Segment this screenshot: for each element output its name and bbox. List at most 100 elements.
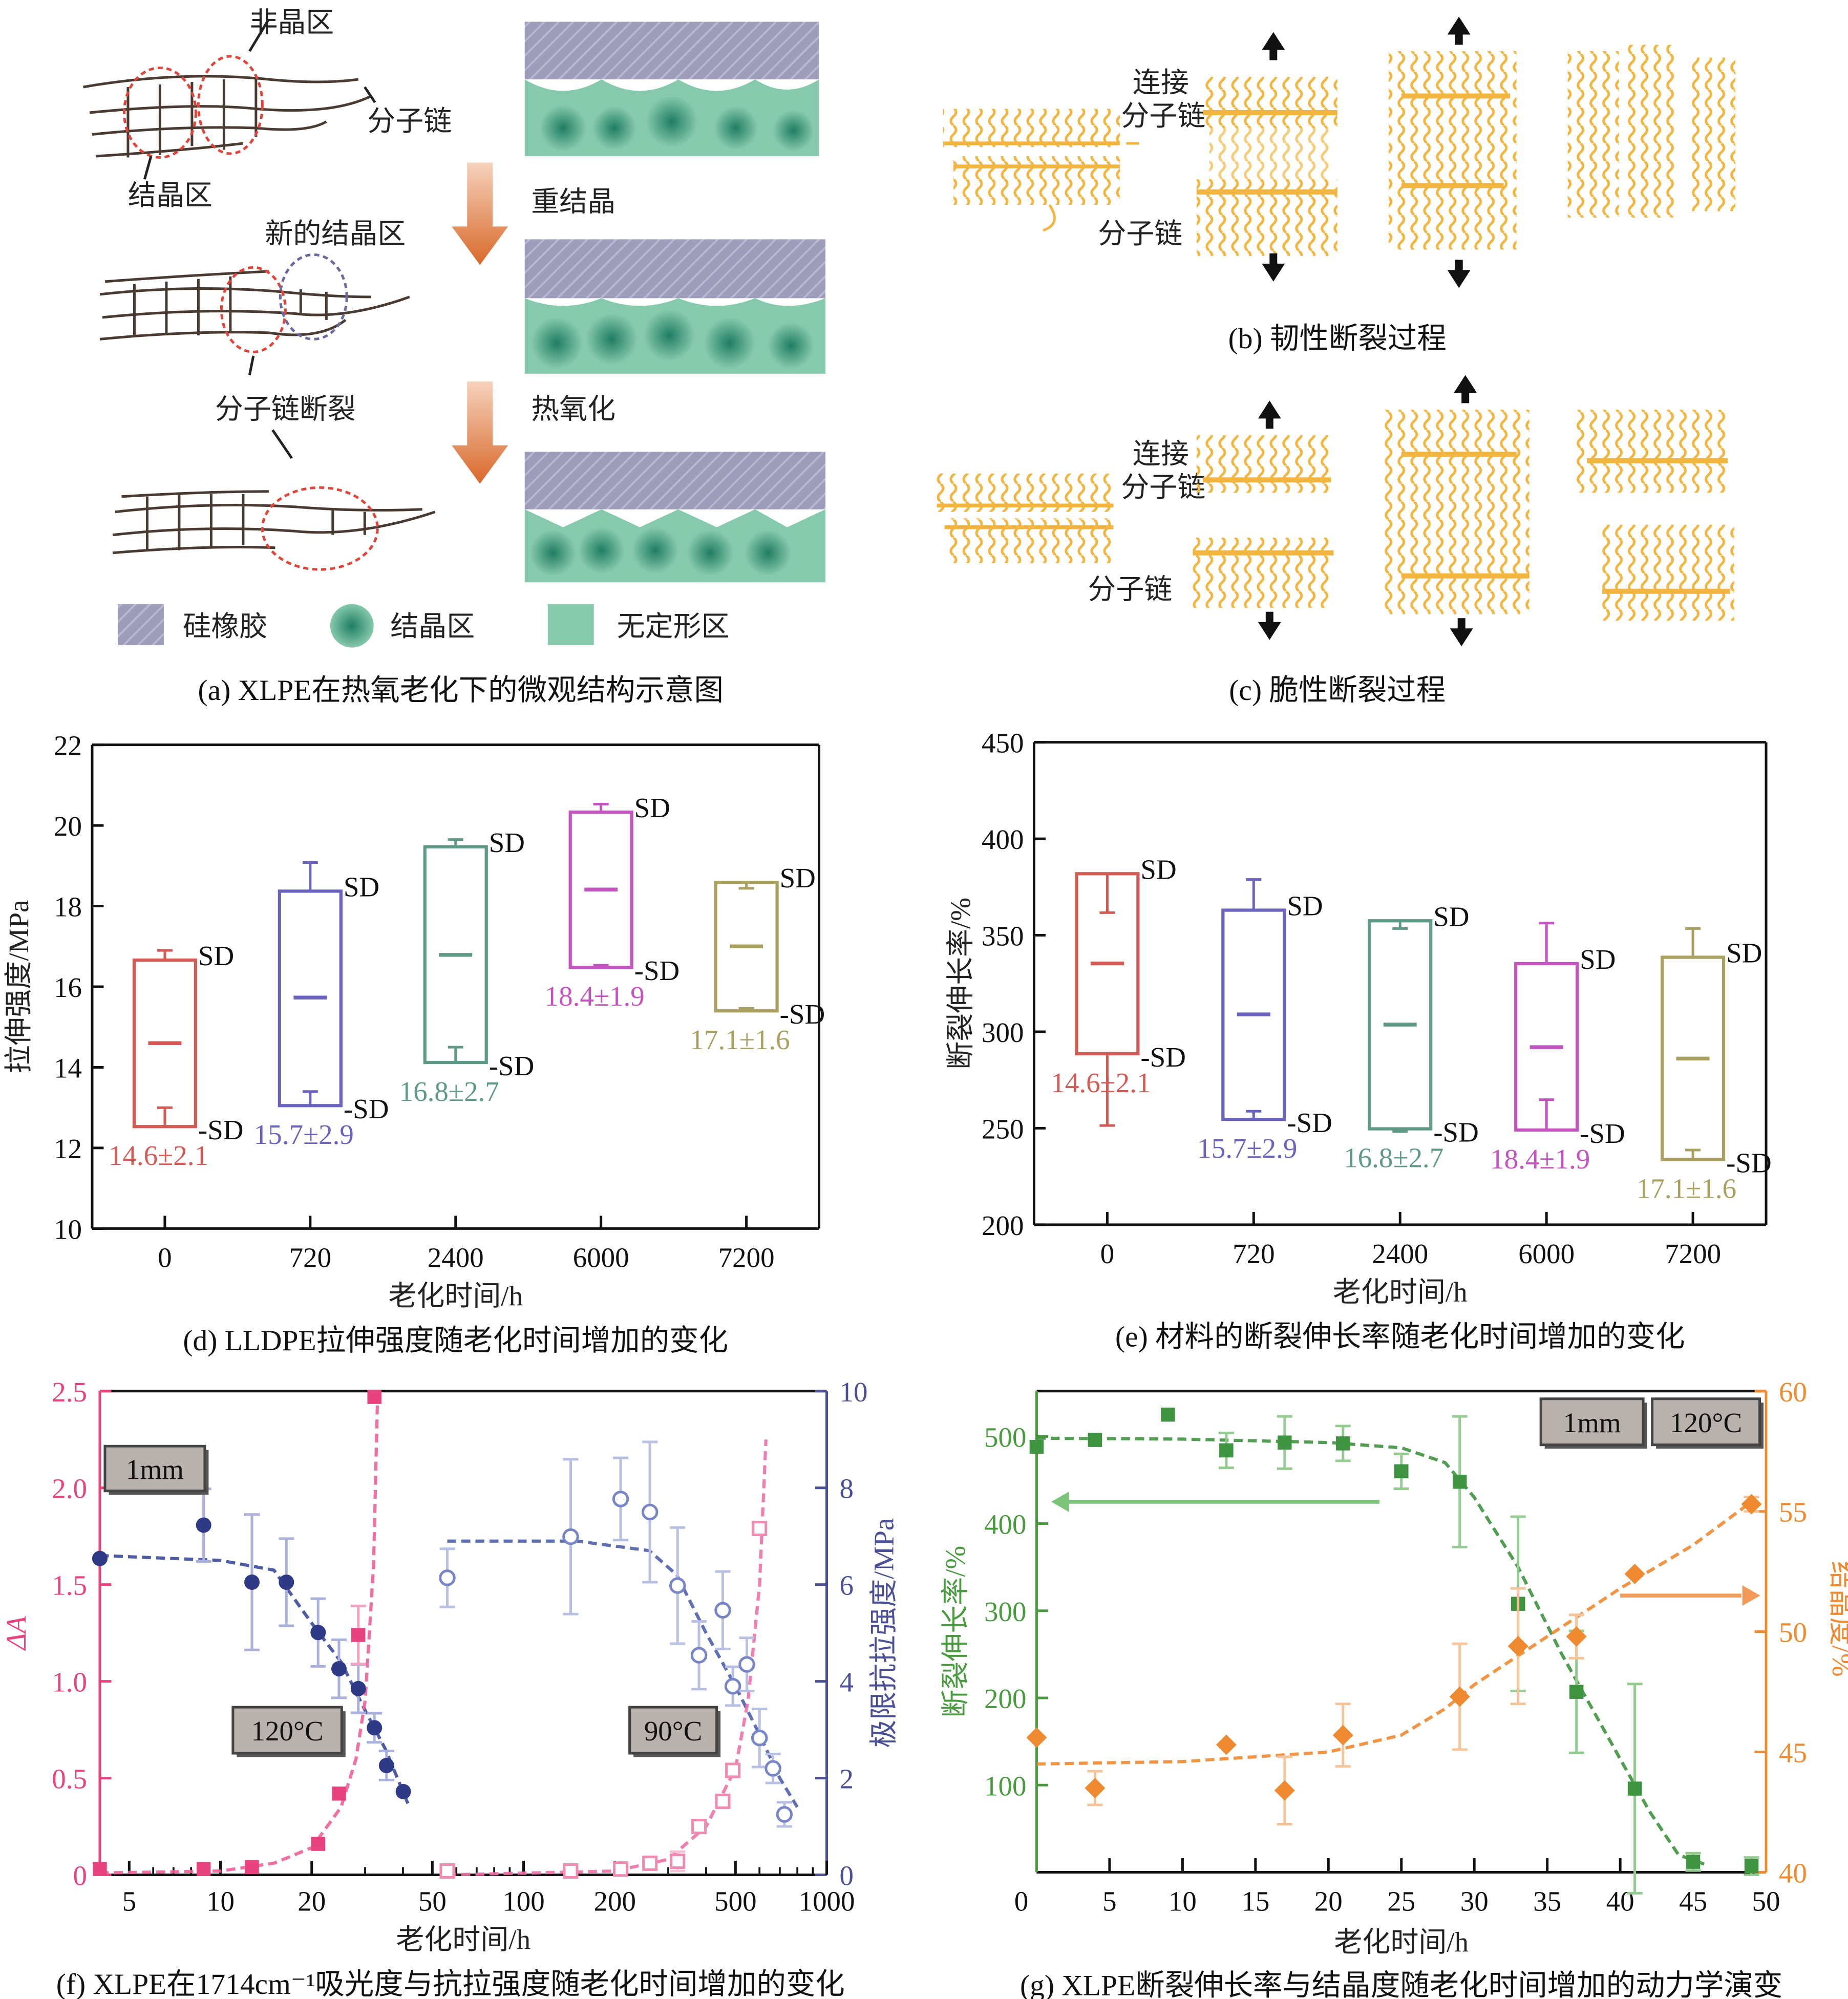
arrow-down-icon [1262,253,1285,282]
chain-diagram-3 [112,486,436,571]
y-right-tick-label: 60 [1779,1376,1807,1408]
y-tick-label: 12 [54,1133,82,1164]
x-tick-label: 15 [1241,1886,1269,1917]
y-tick-label: 10 [54,1214,82,1245]
panel-a-schematic: 非晶区 分子链 结晶区 新的结晶区 分子链断裂 [83,7,826,707]
fragment [1628,45,1680,218]
x-tick-label: 0 [1014,1886,1028,1917]
arrow-left-icon-head [1051,1492,1069,1512]
x-tick-label: 200 [594,1886,636,1917]
data-point [714,1602,731,1619]
lamella [1209,127,1331,179]
x-axis-title: 老化时间/h [1333,1277,1468,1308]
sd-lower-label: -SD [634,955,680,986]
data-point [439,1569,456,1586]
y-tick-label: 20 [54,811,82,842]
data-point [563,1863,579,1879]
caption-a: (a) XLPE在热氧老化下的微观结构示意图 [198,674,724,707]
y-right-tick-label: 40 [1779,1858,1807,1889]
x-tick-label: 20 [1314,1886,1343,1917]
x-tick-label: 7200 [1665,1238,1721,1269]
amorphous-region-circle [197,55,264,155]
data-point [1161,1408,1175,1422]
data-point [764,1760,781,1777]
y-tick-label: 14 [54,1052,82,1083]
y-tick-label: 22 [54,730,82,761]
sd-lower-label: -SD [1287,1107,1332,1138]
x-tick-label: 10 [1169,1886,1197,1917]
y-right-tick-label: 10 [840,1376,868,1408]
arrow-down-icon [452,381,508,484]
y-left-tick-label: 2.5 [52,1376,87,1408]
chart-d-tensile-strength: 10 12 14 16 18 20 22 0 720 2400 6000 7200 老化时间/h 拉伸强度… [3,730,825,1357]
value-label: 17.1±1.6 [1637,1173,1736,1204]
data-point [562,1528,579,1545]
data-point [1741,1494,1762,1515]
data-point [669,1577,686,1594]
series [93,1390,381,1876]
value-label: 14.6±2.1 [1051,1067,1151,1098]
sd-lower-label: -SD [1140,1041,1186,1073]
label-chain-scission: 分子链断裂 [215,393,356,424]
x-tick-label: 720 [289,1242,331,1273]
x-tick-label: 500 [714,1886,756,1917]
data-point [310,1625,326,1641]
x-axis-title: 老化时间/h [388,1280,523,1311]
x-tick-label: 2400 [428,1242,484,1273]
caption: (f) XLPE在1714cm⁻¹吸光度与抗拉强度随老化时间增加的变化 [56,1968,845,1999]
sd-upper-label: SD [780,862,816,894]
annotation-label: 1mm [1563,1407,1621,1438]
legend: 硅橡胶 结晶区 无定形区 [117,604,730,648]
chain-diagram-2 [99,253,410,459]
data-point [367,1720,383,1736]
arrow-up-icon [1262,32,1285,60]
data-point [1624,1563,1645,1584]
y-tick-label: 18 [54,891,82,923]
data-point [367,1390,381,1404]
value-label: 14.6±2.1 [109,1140,208,1171]
y-tick-label: 450 [982,728,1024,759]
annotation-box [103,1444,206,1493]
data-point [1449,1686,1470,1707]
data-point [752,1521,768,1537]
data-point [1029,1439,1044,1454]
data-point [1627,1781,1642,1796]
y-axis-title: 断裂伸长率/% [945,898,976,1070]
sd-lower-label: -SD [344,1093,389,1124]
label-tie-chain: 分子链 [1121,472,1205,503]
data-point [1569,1685,1584,1699]
data-point [690,1647,708,1664]
series [439,1440,793,1828]
label-tie-chain: 连接 [1133,67,1189,98]
sd-lower-label: -SD [198,1114,244,1145]
data-point [1507,1635,1528,1656]
fragment [1600,524,1734,621]
fragment [1574,409,1731,493]
fit-curve [1036,1436,1709,1867]
data-point [244,1574,260,1590]
y-tick-label: 16 [54,972,82,1003]
label-tie-chain: 连接 [1133,438,1189,470]
data-point [378,1758,394,1774]
x-tick-label: 0 [1100,1238,1114,1269]
y-right-axis-title: 结晶度/% [1826,1561,1848,1677]
data-point [724,1677,741,1695]
y-tick-label: 350 [982,921,1024,952]
crystalline-region-circle [122,67,197,159]
annotation-box [1539,1397,1645,1447]
label-chain: 分子链 [1088,574,1172,605]
y-tick-label: 200 [982,1210,1024,1241]
label-amorphous: 非晶区 [249,7,334,38]
lamella [1203,76,1337,128]
label-chain: 分子链 [1098,218,1182,249]
x-tick-label: 6000 [1518,1238,1575,1269]
x-tick-label: 7200 [718,1242,775,1273]
sd-upper-label: SD [1433,901,1469,932]
y-left-tick-label: 0 [73,1860,87,1891]
y-right-tick-label: 6 [840,1570,854,1601]
y-right-tick-label: 0 [840,1860,854,1891]
data-point [776,1806,793,1823]
x-tick-label: 5 [1102,1886,1116,1917]
